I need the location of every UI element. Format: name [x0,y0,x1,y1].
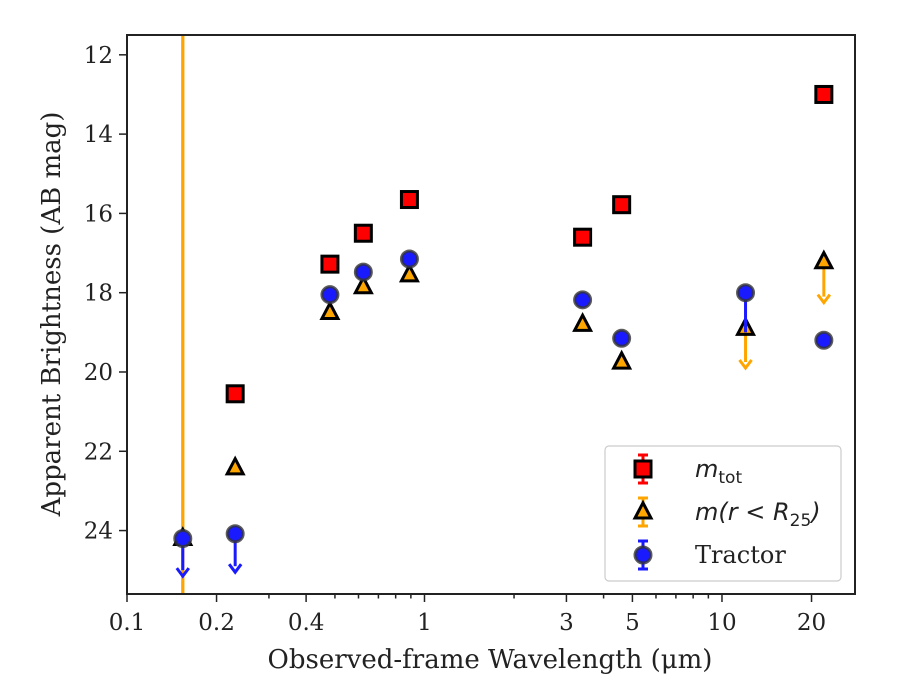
x-tick-label: 0.4 [288,610,325,636]
legend-entry-1: m(r < R25) [632,496,821,531]
x-tick-label: 5 [625,610,640,636]
plot-area [172,35,835,594]
legend: mtot m(r < R25) Tractor [604,445,842,582]
y-tick-label: 24 [84,519,113,545]
series-0 [225,84,834,404]
y-tick-label: 18 [84,281,113,307]
legend-marker [633,459,653,479]
series-1-point-3 [352,274,374,295]
axes-frame [126,34,856,595]
y-tick-label: 20 [84,360,113,386]
legend-frame [604,445,842,582]
legend-marker [633,545,653,565]
series-0-point-2 [353,223,373,243]
plot-clip-group [172,35,835,594]
series-0-point-1 [320,254,340,274]
series-1-point-7-limit-arrow-head [738,359,753,371]
series-0-point-4 [573,227,593,247]
series-1-point-4 [398,262,420,283]
series-2-point-0-limit-arrow-head [175,567,190,579]
series-2 [173,249,834,579]
axes: 0.1 0.2 0.4 1 3 5 10 20 12 14 16 18 20 22 24 [84,34,856,636]
legend-label: mtot [695,455,742,488]
series-0-point-6 [814,84,834,104]
x-tick-label: 1 [417,610,432,636]
legend-label: Tractor [695,541,786,569]
series-1-point-1 [224,455,246,476]
y-tick-label: 14 [84,122,113,148]
series-1-point-8 [813,249,835,270]
series-0-point-3 [399,190,419,210]
y-tick-label: 12 [84,43,113,69]
x-tick-label: 3 [559,610,574,636]
x-tick-label: 0.1 [109,610,146,636]
series-1-point-8-limit-arrow-head [816,293,832,306]
series-2-point-1-limit-arrow-head [227,563,243,575]
x-axis-label: Observed-frame Wavelength (μm) [268,645,713,675]
series-1-point-5 [572,311,594,332]
legend-entry-0: mtot [633,453,742,488]
y-tick-label: 22 [84,439,113,465]
legend-label: m(r < R25) [695,498,821,531]
x-tick-label: 0.2 [198,610,235,636]
series-0-point-0 [225,384,245,404]
legend-entry-2: Tractor [633,539,786,571]
series-1-point-6 [611,349,633,370]
series-0-point-5 [612,195,632,215]
y-axis-label: Apparent Brightness (AB mag) [37,112,67,518]
y-tick-label: 16 [84,201,113,227]
x-tick-label: 20 [797,610,826,636]
series-1 [172,35,835,594]
series-1-point-2 [319,300,341,321]
x-tick-label: 10 [707,610,736,636]
legend-marker [632,499,654,520]
